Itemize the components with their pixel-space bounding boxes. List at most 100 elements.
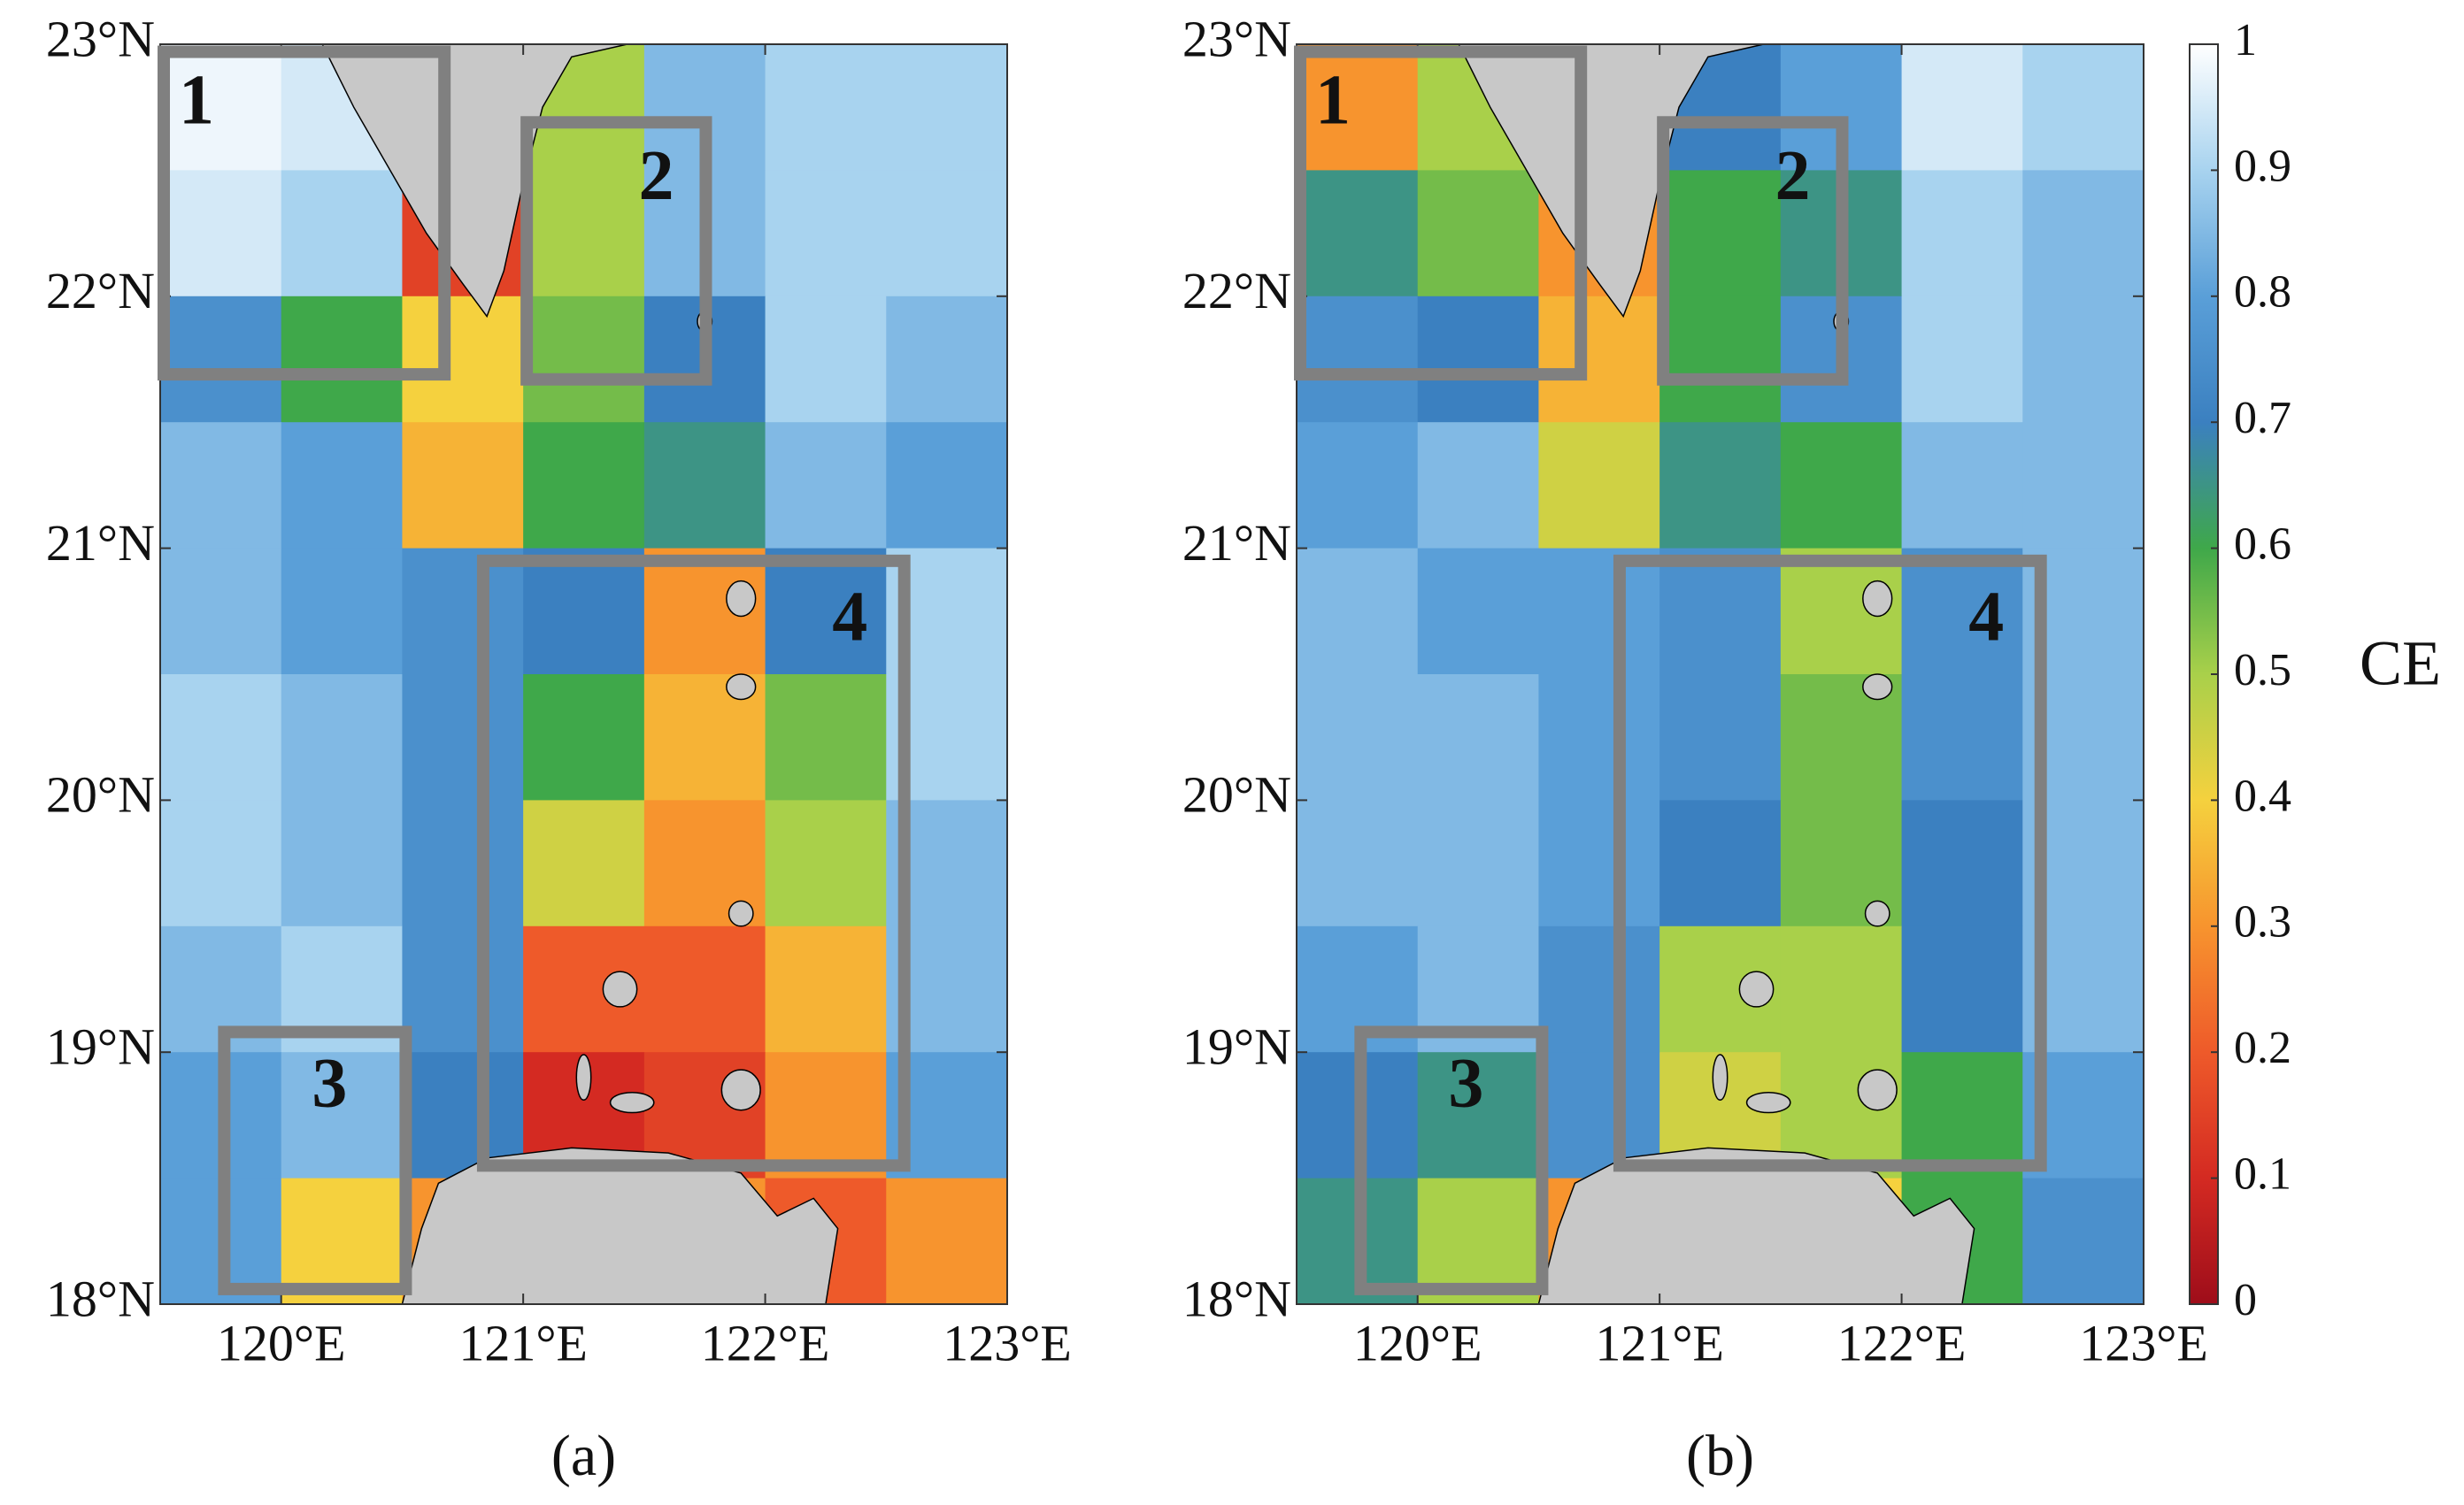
heat-cell <box>1538 548 1660 675</box>
x-tick-label: 120°E <box>1353 1314 1482 1371</box>
heat-cell <box>765 800 887 927</box>
y-tick-label: 21°N <box>46 514 155 572</box>
y-tick-label: 21°N <box>1182 514 1291 572</box>
heat-cell <box>886 44 1008 171</box>
x-tick-label: 121°E <box>1595 1314 1724 1371</box>
y-tick-label: 22°N <box>46 262 155 319</box>
colorbar-tick-label: 0.3 <box>2234 897 2291 948</box>
panel-label: (a) <box>551 1424 616 1488</box>
heat-cell <box>1417 170 1539 297</box>
heat-cell <box>1297 674 1419 801</box>
colorbar-label: CE <box>2360 628 2441 699</box>
island <box>575 1054 592 1102</box>
colorbar-tick-label: 0.2 <box>2234 1023 2291 1073</box>
heat-cell <box>160 674 282 801</box>
island <box>609 1092 655 1114</box>
heat-cell <box>160 800 282 927</box>
region-label: 1 <box>179 62 214 140</box>
heat-cell <box>1297 548 1419 675</box>
heat-cell <box>1901 296 2023 423</box>
region-box <box>1657 116 1849 386</box>
island <box>1862 580 1893 618</box>
heat-cell <box>160 296 282 423</box>
region-label: 2 <box>1775 137 1811 215</box>
region-label: 4 <box>1968 578 2004 656</box>
heat-cell <box>160 44 282 171</box>
colorbar-tick-label: 0.5 <box>2234 645 2291 695</box>
heat-cell <box>402 422 524 549</box>
heat-cell <box>1417 1052 1539 1179</box>
heat-cell <box>1659 296 1782 423</box>
x-tick-label: 123°E <box>2079 1314 2208 1371</box>
heat-cell <box>523 548 645 675</box>
heat-cell <box>2022 44 2144 171</box>
frame <box>1296 43 2144 1305</box>
heat-cell <box>1297 800 1419 927</box>
panel-label: (b) <box>1686 1424 1754 1488</box>
heat-cell <box>1538 296 1660 423</box>
region-label: 2 <box>639 137 674 215</box>
y-tick-label: 19°N <box>46 1018 155 1076</box>
island <box>720 1069 761 1111</box>
y-tick-label: 23°N <box>46 10 155 67</box>
heat-cell <box>1780 422 1903 549</box>
heat-cell <box>1901 800 2023 927</box>
x-tick-label: 121°E <box>458 1314 588 1371</box>
region-box <box>1294 45 1588 381</box>
heat-cell <box>523 296 645 423</box>
heat-cell <box>1417 674 1539 801</box>
heat-cell <box>160 422 282 549</box>
region-label: 4 <box>832 578 867 656</box>
heat-cell <box>765 1052 887 1179</box>
island <box>1738 971 1775 1008</box>
heat-cell <box>1538 925 1660 1053</box>
region-box <box>1613 554 2047 1172</box>
heat-cell <box>765 925 887 1053</box>
heat-cell <box>281 1052 403 1179</box>
region-label: 3 <box>1448 1044 1483 1122</box>
region-box <box>158 45 451 381</box>
heat-cell <box>402 548 524 675</box>
region-box <box>476 554 911 1172</box>
heat-cell <box>1659 548 1782 675</box>
heat-cell <box>1659 170 1782 297</box>
heat-cell <box>1417 800 1539 927</box>
y-tick-label: 20°N <box>1182 766 1291 824</box>
frame <box>159 43 1008 1305</box>
island <box>726 673 757 701</box>
heat-cell <box>886 170 1008 297</box>
island <box>1712 1054 1729 1102</box>
heat-cell <box>281 674 403 801</box>
heat-cell <box>1659 674 1782 801</box>
land <box>1457 43 1764 319</box>
heat-cell <box>1901 674 2023 801</box>
heat-cell <box>765 44 887 171</box>
heat-cell <box>765 296 887 423</box>
heat-cell <box>1297 422 1419 549</box>
heat-cell <box>1901 548 2023 675</box>
heat-cell <box>1538 422 1660 549</box>
x-tick-label: 120°E <box>217 1314 346 1371</box>
heat-cell <box>1901 422 2023 549</box>
heat-cell <box>643 422 766 549</box>
heat-cell <box>1901 925 2023 1053</box>
map-panel: 18°N 19°N 20°N 21°N 22°N 23°N 120°E 121°E 122°E 1… <box>46 10 1072 1488</box>
heat-cell <box>1417 422 1539 549</box>
island <box>728 900 754 927</box>
heat-cell <box>1297 170 1419 297</box>
heat-cell <box>1659 422 1782 549</box>
colorbar-tick-label: 0.9 <box>2234 141 2291 191</box>
region-box <box>1354 1025 1549 1295</box>
heat-cell <box>1417 296 1539 423</box>
heat-cell <box>1901 170 2023 297</box>
heat-cell <box>402 674 524 801</box>
heat-cell <box>1297 44 1419 171</box>
island <box>1862 673 1893 701</box>
heat-cell <box>1417 548 1539 675</box>
heat-cell <box>1538 800 1660 927</box>
y-tick-label: 19°N <box>1182 1018 1291 1076</box>
island <box>1745 1092 1791 1114</box>
heat-cell <box>281 296 403 423</box>
heat-cell <box>523 170 645 297</box>
heat-cell <box>281 800 403 927</box>
